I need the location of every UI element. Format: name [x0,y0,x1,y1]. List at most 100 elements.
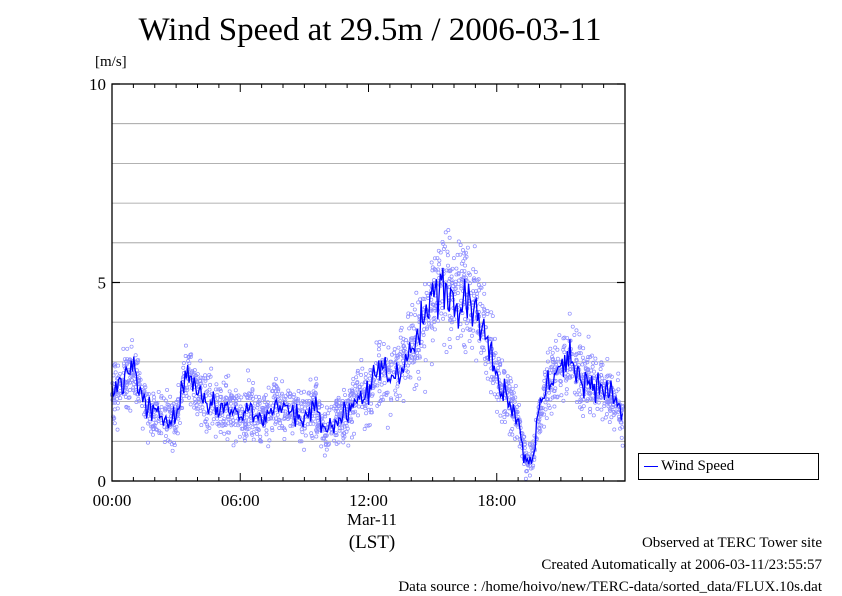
sample-point [620,443,625,448]
sample-point [215,421,220,426]
sample-point [156,389,161,394]
sample-point [472,244,477,249]
sample-point [349,419,354,424]
sample-point [410,302,415,307]
sample-point [496,398,501,402]
sample-point [512,399,517,404]
sample-point [550,359,555,364]
sample-point [382,392,387,397]
sample-point [444,350,449,355]
sample-point [462,251,467,256]
sample-point [157,431,162,436]
sample-point [219,394,224,399]
sample-point [320,436,325,441]
sample-point [355,370,360,375]
sample-point [280,379,285,384]
x-tick-label: 12:00 [349,491,388,510]
sample-point [577,392,582,397]
sample-point [471,267,476,272]
sample-point [310,435,315,440]
sample-point [251,437,256,442]
sample-point [211,417,216,422]
sample-point [502,415,507,420]
sample-point [192,397,197,401]
sample-point [226,421,231,426]
legend-swatch [644,466,658,467]
sample-point [272,382,277,387]
sample-point [114,396,119,401]
sample-point [243,421,247,426]
sample-point [273,389,278,394]
sample-point [130,378,135,383]
sample-point [214,382,219,387]
sample-point [614,409,618,414]
sample-point [233,422,238,427]
sample-point [568,367,573,372]
sample-point [224,396,229,401]
sample-point [393,359,398,364]
sample-point [479,350,484,355]
sample-point [338,413,343,418]
sample-point [264,406,269,411]
sample-point [128,388,132,392]
sample-point [431,281,436,286]
sample-point [290,431,295,436]
sample-point [317,399,322,404]
sample-point [429,321,434,326]
sample-point [492,336,497,341]
sample-point [416,300,421,305]
sample-point [251,381,256,385]
sample-point [117,391,122,396]
sample-point [581,414,586,419]
sample-point [521,435,526,440]
sample-point [547,405,552,410]
sample-point [207,426,212,430]
sample-point [537,426,542,431]
sample-point [198,402,203,407]
sample-point [222,417,227,421]
sample-point [187,395,191,400]
sample-point [337,426,342,431]
sample-point [462,317,467,322]
sample-point [585,387,590,392]
sample-point [599,373,604,378]
sample-point [401,336,406,341]
sample-point [555,356,560,361]
sample-point [123,395,128,400]
sample-point [244,432,248,436]
sample-point [192,368,197,373]
sample-point [441,241,446,246]
sample-point [412,359,417,364]
sample-point [376,353,381,358]
sample-point [550,357,555,362]
sample-point [282,416,287,421]
sample-point [353,391,358,396]
sample-point [222,431,227,436]
sample-point [407,351,412,356]
sample-point [183,343,188,348]
sample-point [568,374,572,379]
sample-point [523,476,528,481]
sample-point [581,346,586,351]
sample-point [455,252,460,257]
sample-point [553,378,558,383]
sample-point [498,363,503,368]
sample-point [322,412,327,417]
sample-point [254,426,259,431]
sample-point [199,381,204,386]
sample-point [268,416,273,421]
sample-point [437,262,441,267]
sample-point [417,376,422,381]
sample-point [491,381,495,386]
sample-point [187,382,192,387]
sample-point [544,367,549,372]
sample-point [432,315,437,320]
sample-point [449,274,454,279]
sample-point [432,306,437,311]
sample-point [612,410,616,414]
sample-point [204,429,209,434]
sample-point [432,327,437,332]
sample-point [299,404,304,409]
chart-title: Wind Speed at 29.5m / 2006-03-11 [138,12,602,48]
sample-point [335,412,339,417]
